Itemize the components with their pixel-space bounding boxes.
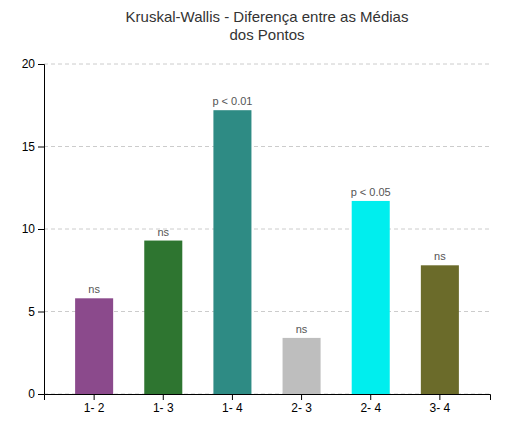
tick-label: 15 xyxy=(22,140,36,154)
annotation: ns xyxy=(157,226,169,238)
grid-line xyxy=(44,64,490,65)
y-axis: 0 5 10 15 20 xyxy=(22,57,45,401)
bar xyxy=(352,201,390,394)
tick-mark xyxy=(38,312,44,313)
tick-mark xyxy=(370,394,371,400)
grid-line xyxy=(44,146,490,147)
annotation: ns xyxy=(296,323,308,335)
axis-line xyxy=(45,395,491,401)
tick: 20 xyxy=(22,57,44,71)
plot-area xyxy=(75,110,459,394)
grid-line xyxy=(44,229,490,230)
tick-mark xyxy=(232,394,233,400)
tick-mark xyxy=(38,64,44,65)
tick: 10 xyxy=(22,222,44,236)
tick: 5 xyxy=(28,305,44,319)
tick: 1- 4 xyxy=(222,394,243,415)
annotation: p < 0.01 xyxy=(212,95,252,107)
tick: 1- 3 xyxy=(153,394,174,415)
tick-label: 5 xyxy=(28,305,35,319)
tick-label: 3- 4 xyxy=(430,401,451,415)
tick: 1- 2 xyxy=(84,394,105,415)
title-line: dos Pontos xyxy=(229,26,304,43)
tick-mark xyxy=(38,147,44,148)
annotation: ns xyxy=(88,283,100,295)
x-axis: 1- 2 1- 3 1- 4 2- 3 2- 4 3- 4 xyxy=(45,394,491,415)
tick-label: 1- 4 xyxy=(222,401,243,415)
tick: 3- 4 xyxy=(430,394,451,415)
tick-label: 1- 3 xyxy=(153,401,174,415)
annotation: p < 0.05 xyxy=(351,186,391,198)
annotations: ns ns p < 0.01 ns p < 0.05 ns xyxy=(88,95,446,335)
tick-mark xyxy=(301,394,302,400)
tick-label: 0 xyxy=(28,387,35,401)
bar xyxy=(421,265,459,394)
title-line: Kruskal-Wallis - Diferença entre as Médi… xyxy=(126,8,409,25)
annotation: ns xyxy=(434,250,446,262)
tick-label: 10 xyxy=(22,222,36,236)
tick-label: 2- 3 xyxy=(291,401,312,415)
bar xyxy=(283,338,321,394)
grid xyxy=(44,64,490,394)
tick: 2- 3 xyxy=(291,394,312,415)
tick-label: 1- 2 xyxy=(84,401,105,415)
tick-mark xyxy=(439,394,440,400)
bar xyxy=(75,298,113,394)
tick-mark xyxy=(38,394,44,395)
tick-label: 20 xyxy=(22,57,36,71)
tick-mark xyxy=(38,229,44,230)
tick-label: 2- 4 xyxy=(360,401,381,415)
chart: ns ns p < 0.01 ns p < 0.05 ns 1- 2 1- 3 1- 4 2- 3… xyxy=(0,0,505,426)
bar xyxy=(213,110,251,394)
title: Kruskal-Wallis - Diferença entre as Médi… xyxy=(126,8,409,43)
tick-mark xyxy=(94,394,95,400)
tick-mark xyxy=(163,394,164,400)
tick: 2- 4 xyxy=(360,394,381,415)
tick: 0 xyxy=(28,387,44,401)
axis-line xyxy=(38,65,45,395)
tick: 15 xyxy=(22,140,44,154)
bar xyxy=(144,241,182,394)
